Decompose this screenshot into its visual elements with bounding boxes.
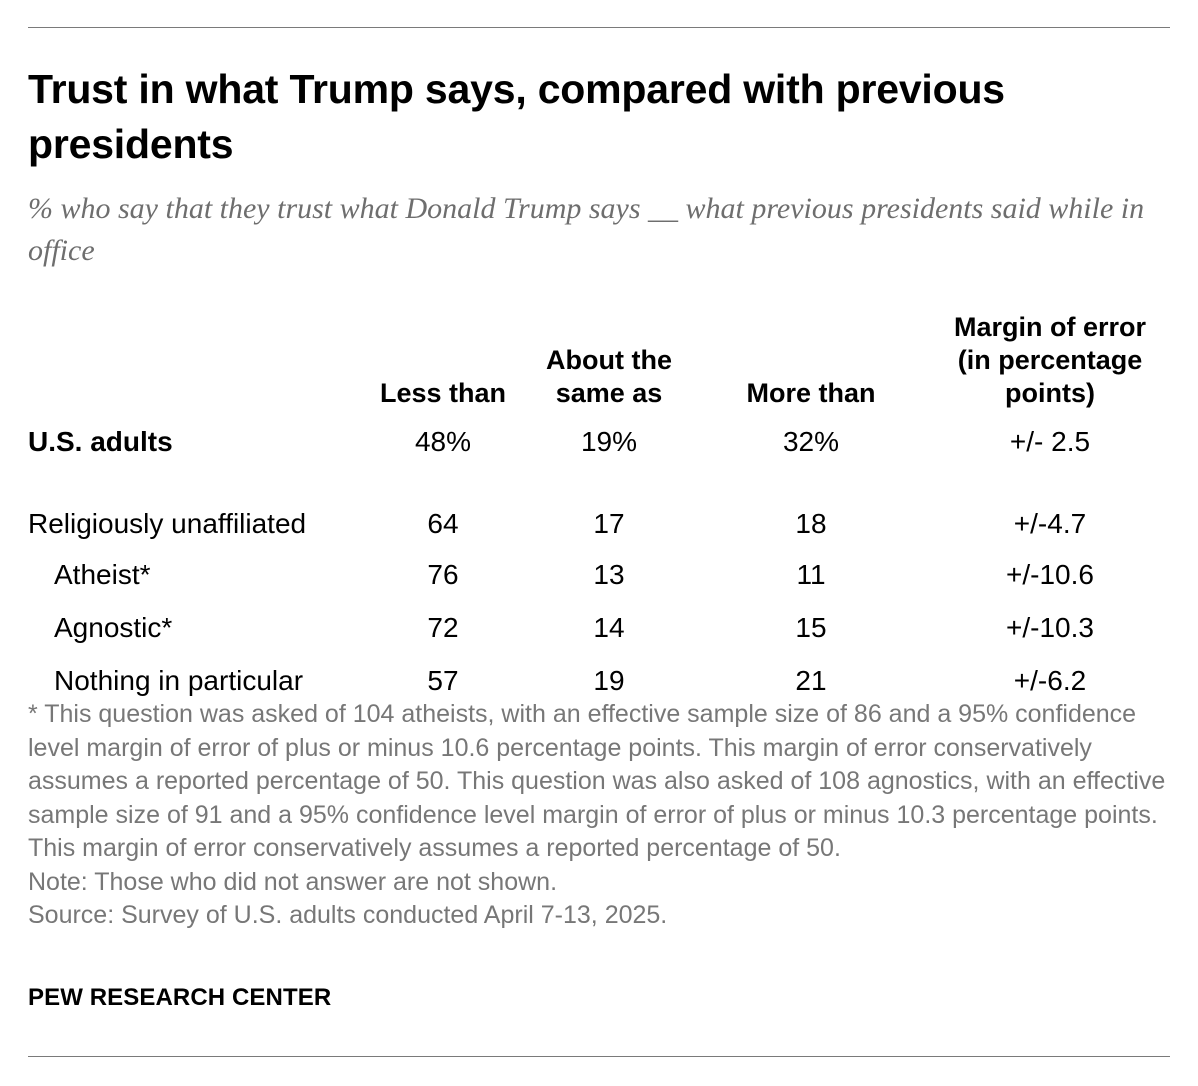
cell-about-same: 19 <box>593 664 625 696</box>
chart-title: Trust in what Trump says, compared with … <box>28 66 1005 167</box>
cell-about-same: 19% <box>580 426 638 457</box>
cell-margin-of-error: +/-10.3 <box>1006 611 1094 643</box>
row-label: Agnostic* <box>54 611 173 643</box>
cell-less-than: 76 <box>427 558 459 590</box>
column-header-less-than: Less than <box>379 378 507 408</box>
brand-logo-text: PEW RESEARCH CENTER <box>28 984 332 1011</box>
chart-subtitle: % who say that they trust what Donald Tr… <box>28 192 1145 267</box>
data-table: Less than About the same as More than Mar… <box>28 298 1170 707</box>
cell-more-than: 15 <box>795 611 827 643</box>
row-label: Nothing in particular <box>54 664 304 696</box>
column-header-more-than: More than <box>746 378 876 408</box>
cell-margin-of-error: +/-10.6 <box>1006 558 1094 590</box>
cell-about-same: 17 <box>593 508 625 539</box>
cell-less-than: 57 <box>427 664 459 696</box>
table-row: Nothing in particular 57 19 21 +/-6.2 <box>28 654 1170 707</box>
notes-block: * This question was asked of 104 atheist… <box>28 698 1168 933</box>
cell-about-same: 13 <box>593 558 625 590</box>
header-spacer <box>28 298 360 412</box>
header-row: Less than About the same as More than Mar… <box>28 298 1170 412</box>
table-row: U.S. adults 48% 19% 32% +/- 2.5 <box>28 412 1170 472</box>
column-header-about-same: About the same as <box>546 345 672 408</box>
column-header-margin-of-error: Margin of error (in percentage points) <box>953 312 1147 408</box>
cell-more-than: 11 <box>796 558 826 590</box>
table-row: Agnostic* 72 14 15 +/-10.3 <box>28 601 1170 654</box>
cell-margin-of-error: +/-4.7 <box>1013 508 1087 539</box>
row-label: U.S. adults <box>28 426 173 457</box>
footnote: * This question was asked of 104 atheist… <box>28 700 1166 862</box>
cell-less-than: 48% <box>414 426 472 457</box>
row-label: Religiously unaffiliated <box>28 508 307 539</box>
bottom-rule <box>28 1056 1170 1057</box>
note: Note: Those who did not answer are not s… <box>28 867 558 896</box>
top-rule <box>28 27 1170 28</box>
cell-more-than: 21 <box>795 664 827 696</box>
cell-less-than: 64 <box>427 508 459 539</box>
source: Source: Survey of U.S. adults conducted … <box>28 901 668 929</box>
cell-more-than: 32% <box>782 426 840 457</box>
cell-about-same: 14 <box>593 611 625 643</box>
cell-more-than: 18 <box>795 508 827 539</box>
table-row: Religiously unaffiliated 64 17 18 +/-4.7 <box>28 472 1170 548</box>
cell-less-than: 72 <box>427 611 459 643</box>
cell-margin-of-error: +/-6.2 <box>1013 664 1087 696</box>
cell-margin-of-error: +/- 2.5 <box>1009 426 1091 457</box>
table-row: Atheist* 76 13 11 +/-10.6 <box>28 548 1170 601</box>
row-label: Atheist* <box>54 558 151 590</box>
